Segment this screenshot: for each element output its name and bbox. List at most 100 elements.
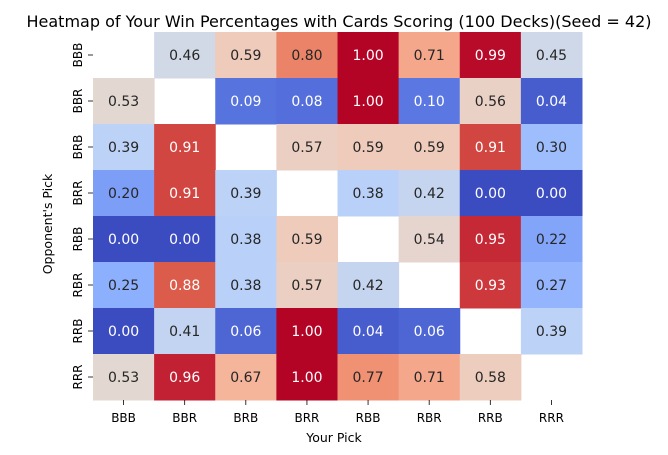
y-tick-label: BRB xyxy=(71,135,85,160)
heatmap-cell xyxy=(154,170,216,217)
x-tick-label: BRR xyxy=(294,411,319,425)
heatmap-cell xyxy=(276,124,338,171)
cell-value-label: 1.00 xyxy=(291,370,322,386)
y-tick-label: BBR xyxy=(71,89,85,114)
cell-value-label: 0.42 xyxy=(414,186,445,202)
heatmap-cell xyxy=(276,262,338,309)
heatmap-cell xyxy=(459,124,522,171)
cell-value-label: 0.57 xyxy=(291,140,322,156)
chart-title: Heatmap of Your Win Percentages with Car… xyxy=(26,12,651,31)
cell-value-label: 0.77 xyxy=(352,370,383,386)
heatmap-cell xyxy=(215,170,277,217)
heatmap-cell xyxy=(398,216,461,263)
heatmap-cell xyxy=(337,170,400,217)
heatmap-cell xyxy=(154,124,216,171)
cell-value-label: 0.91 xyxy=(169,186,200,202)
heatmap-cell xyxy=(276,308,338,355)
heatmap-cell xyxy=(93,216,155,263)
cell-value-label: 0.39 xyxy=(536,324,567,340)
heatmap-cell xyxy=(337,308,400,355)
cell-value-label: 0.04 xyxy=(352,324,383,340)
heatmap-cell xyxy=(93,354,155,401)
cell-value-label: 0.00 xyxy=(475,186,506,202)
cell-value-label: 0.04 xyxy=(536,94,567,110)
heatmap-cell xyxy=(93,262,155,309)
cell-value-label: 0.41 xyxy=(169,324,200,340)
cell-value-label: 0.09 xyxy=(230,94,261,110)
cell-value-label: 0.53 xyxy=(108,94,139,110)
cell-value-label: 0.91 xyxy=(475,140,506,156)
heatmap-cell xyxy=(520,262,583,309)
heatmap-cell xyxy=(459,262,522,309)
heatmap-cell xyxy=(276,32,338,79)
heatmap-cell xyxy=(337,78,400,125)
cell-value-label: 0.06 xyxy=(414,324,445,340)
cell-value-label: 0.88 xyxy=(169,278,200,294)
cell-value-label: 0.00 xyxy=(169,232,200,248)
cell-value-label: 1.00 xyxy=(352,48,383,64)
heatmap-cell xyxy=(337,124,400,171)
cell-value-label: 1.00 xyxy=(291,324,322,340)
y-axis: BBB BBR BRB BRR RBB RBR RRB RRR xyxy=(71,43,93,390)
heatmap-cell xyxy=(93,170,155,217)
cell-value-label: 0.91 xyxy=(169,140,200,156)
y-axis-label: Opponent's Pick xyxy=(40,173,55,274)
cell-value-label: 0.58 xyxy=(475,370,506,386)
heatmap-cell xyxy=(337,262,400,309)
x-axis: BBB BBR BRB BRR RBB RBR RRB RRR xyxy=(111,400,564,425)
heatmap-cell xyxy=(459,170,522,217)
y-tick-label: BBB xyxy=(71,43,85,68)
heatmap-cell xyxy=(93,124,155,171)
cell-value-label: 0.45 xyxy=(536,48,567,64)
cell-value-label: 0.56 xyxy=(475,94,506,110)
heatmap-cell xyxy=(154,354,216,401)
cell-value-label: 0.39 xyxy=(230,186,261,202)
heatmap-cell xyxy=(398,308,461,355)
x-tick-label: RRB xyxy=(478,411,503,425)
cell-value-label: 0.00 xyxy=(108,324,139,340)
heatmap-cell xyxy=(459,78,522,125)
x-axis-label: Your Pick xyxy=(305,430,362,445)
cell-value-label: 0.46 xyxy=(169,48,200,64)
heatmap-cell xyxy=(154,216,216,263)
cell-value-label: 0.59 xyxy=(414,140,445,156)
heatmap-cell xyxy=(276,216,338,263)
cell-value-label: 0.71 xyxy=(414,48,445,64)
cell-value-label: 0.27 xyxy=(536,278,567,294)
heatmap-cell xyxy=(337,354,400,401)
x-tick-label: RRR xyxy=(539,411,564,425)
cell-value-label: 0.38 xyxy=(230,278,261,294)
cell-value-label: 0.10 xyxy=(414,94,445,110)
heatmap-cell xyxy=(398,32,461,79)
y-tick-label: RBB xyxy=(71,227,85,252)
cell-value-label: 0.38 xyxy=(230,232,261,248)
cell-value-label: 0.00 xyxy=(536,186,567,202)
heatmap-cell xyxy=(276,78,338,125)
cell-value-label: 0.93 xyxy=(475,278,506,294)
heatmap-cell xyxy=(154,262,216,309)
heatmap-cell xyxy=(154,32,216,79)
heatmap-cell xyxy=(398,124,461,171)
cell-value-label: 0.57 xyxy=(291,278,322,294)
heatmap-cell xyxy=(459,354,522,401)
y-tick-label: RBR xyxy=(71,273,85,298)
cell-value-label: 0.06 xyxy=(230,324,261,340)
cell-value-label: 1.00 xyxy=(352,94,383,110)
cell-value-label: 0.20 xyxy=(108,186,139,202)
heatmap-cell xyxy=(93,78,155,125)
cell-value-label: 0.25 xyxy=(108,278,139,294)
heatmap-cell xyxy=(215,354,277,401)
heatmap-cell xyxy=(520,308,583,355)
cell-value-label: 0.67 xyxy=(230,370,261,386)
heatmap-cell xyxy=(215,32,277,79)
heatmap-cell xyxy=(337,32,400,79)
cell-value-label: 0.95 xyxy=(475,232,506,248)
x-tick-label: RBR xyxy=(417,411,442,425)
cell-value-label: 0.38 xyxy=(352,186,383,202)
heatmap-cell xyxy=(398,170,461,217)
cell-value-label: 0.80 xyxy=(291,48,322,64)
heatmap-cells: 0.46 0.59 0.80 1.00 0.71 0.99 0.45 0.53 0.09 0.08… xyxy=(93,32,583,401)
heatmap-cell xyxy=(215,78,277,125)
cell-value-label: 0.96 xyxy=(169,370,200,386)
